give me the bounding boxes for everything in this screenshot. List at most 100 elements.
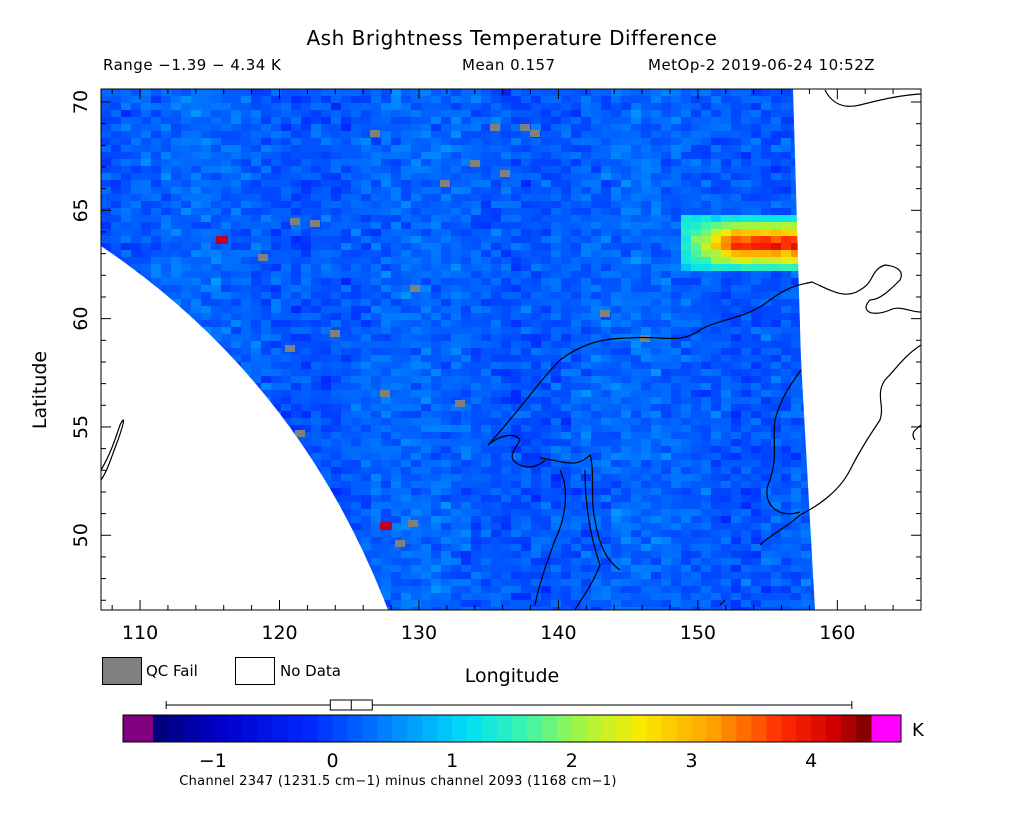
coastline [487, 264, 922, 446]
colorbar-segment [437, 715, 453, 742]
colorbar-segment [317, 715, 333, 742]
qc-fail-pixel [395, 540, 405, 547]
colorbar-segment [482, 715, 498, 742]
colorbar-segment [212, 715, 229, 742]
y-axis-label: Latitude [29, 350, 51, 430]
qc-fail-pixel [290, 218, 300, 225]
x-tick-label: 120 [261, 622, 297, 644]
qc-fail-pixel [530, 130, 540, 137]
colorbar-segment [736, 715, 752, 742]
colorbar-segment [541, 715, 558, 742]
coastline [759, 344, 922, 546]
no-data-swatch [235, 657, 275, 685]
qc-fail-pixel [408, 520, 418, 527]
colorbar-segment [287, 715, 304, 742]
colorbar-segment [242, 715, 259, 742]
colorbar-tick-label: 3 [685, 750, 697, 772]
colorbar-segment [841, 715, 857, 742]
qc-fail-pixel [520, 124, 530, 131]
colorbar-segment [392, 715, 408, 742]
colorbar-frame [122, 714, 902, 743]
colorbar-segment [526, 715, 543, 742]
qc-fail-pixel [640, 335, 650, 342]
colorbar-segment [497, 715, 513, 742]
colorbar-segment [856, 715, 872, 742]
colorbar-segment [601, 715, 618, 742]
coastline [719, 599, 726, 606]
colorbar-over [871, 715, 901, 742]
colorbar-segment [302, 715, 319, 742]
coastline [824, 89, 922, 107]
colorbar-caption: Channel 2347 (1231.5 cm−1) minus channel… [179, 774, 617, 789]
colorbar-segment [676, 715, 692, 742]
colorbar-segment [377, 715, 393, 742]
colorbar-segment [257, 715, 274, 742]
colorbar-segment [467, 715, 483, 742]
colorbar-segment [781, 715, 797, 742]
qc-fail-pixel [600, 310, 610, 317]
qc-fail-pixel [440, 180, 450, 187]
colorbar-segment [153, 715, 169, 742]
coastline [534, 469, 566, 606]
colorbar-tick-label: −1 [199, 750, 227, 772]
colorbar-tick-label: 2 [566, 750, 578, 772]
x-tick-label: 110 [122, 622, 158, 644]
ash-btd-field [101, 89, 815, 610]
qc-fail-pixel [470, 160, 480, 167]
y-tick-label: 55 [70, 415, 92, 439]
colorbar-segment [512, 715, 528, 742]
colorbar-segment [571, 715, 588, 742]
qc-fail-pixel [455, 400, 465, 407]
coastline [912, 424, 922, 441]
x-tick-label: 140 [540, 622, 576, 644]
colorbar-segment [227, 715, 244, 742]
colorbar-segment [826, 715, 842, 742]
colorbar-tick-label: 1 [446, 750, 458, 772]
chart-title: Ash Brightness Temperature Difference [306, 26, 718, 50]
x-axis-label: Longitude [464, 665, 560, 687]
x-tick-label: 150 [680, 622, 716, 644]
qc-fail-pixel [330, 330, 340, 337]
colorbar-segment [556, 715, 573, 742]
colorbar-segment [347, 715, 363, 742]
colorbar-segment [706, 715, 722, 742]
colorbar-segment [182, 715, 199, 742]
qc-fail-label: QC Fail [146, 662, 198, 680]
no-data-label: No Data [280, 662, 341, 680]
range-readout: Range −1.39 − 4.34 K [103, 56, 282, 74]
colorbar-segment [661, 715, 678, 742]
coastlines [100, 89, 922, 611]
colorbar-segment [452, 715, 468, 742]
qc-fail-pixel [490, 124, 500, 131]
coastline [539, 453, 621, 571]
colorbar-segment [167, 715, 184, 742]
colorbar-segment [646, 715, 663, 742]
y-tick-label: 60 [70, 307, 92, 331]
colorbar-segment [616, 715, 633, 742]
colorbar-segment [796, 715, 812, 742]
qc-fail-pixel [410, 285, 420, 292]
colorbar-segment [751, 715, 767, 742]
colorbar-segment [422, 715, 438, 742]
y-tick-label: 65 [70, 198, 92, 222]
qc-fail-pixel [258, 254, 268, 261]
colorbar-segment [197, 715, 214, 742]
y-tick-label: 50 [70, 523, 92, 547]
qc-fail-pixel [310, 220, 320, 227]
colorbar-segment [586, 715, 603, 742]
qc-fail-pixel [500, 170, 510, 177]
satellite-time-readout: MetOp-2 2019-06-24 10:52Z [648, 56, 876, 74]
colorbar-segment [631, 715, 648, 742]
mean-readout: Mean 0.157 [462, 56, 556, 74]
colorbar-tick-label: 4 [805, 750, 817, 772]
qc-fail-swatch [102, 657, 142, 685]
x-tick-label: 160 [819, 622, 855, 644]
colorbar-unit: K [912, 720, 924, 741]
coastline [766, 369, 802, 515]
qc-fail-pixel [370, 130, 380, 137]
colorbar-segment [362, 715, 378, 742]
colorbar-segment [691, 715, 707, 742]
qc-fail-pixel [380, 390, 390, 397]
coastline [487, 434, 546, 468]
